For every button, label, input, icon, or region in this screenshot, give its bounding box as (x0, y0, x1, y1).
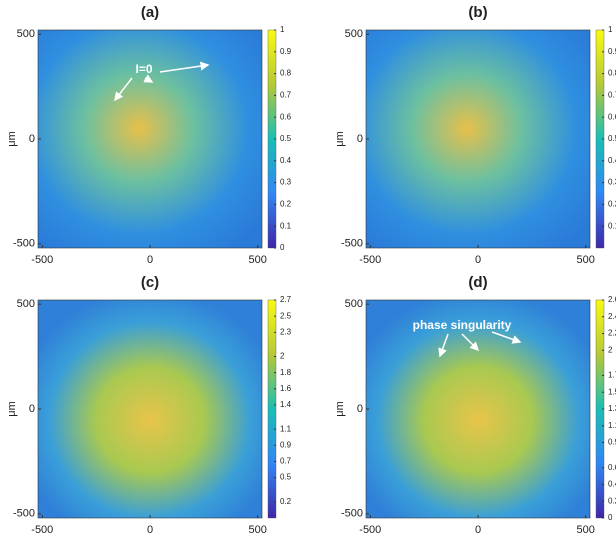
panel-title: (c) (141, 274, 159, 291)
image (366, 30, 590, 248)
colorbar-tick-label: 0.9 (608, 438, 616, 447)
colorbar-tick-label: 0 (608, 513, 613, 522)
x-tick-label: 0 (147, 524, 153, 536)
y-tick-label: 500 (17, 28, 35, 40)
y-tick-label: 500 (17, 298, 35, 310)
x-tick-label: -500 (359, 254, 381, 266)
colorbar-tick-label: 1.5 (608, 387, 616, 396)
colorbar-tick-label: 0.3 (608, 178, 616, 187)
colorbar-tick-label: 2.6 (608, 295, 616, 304)
colorbar-tick-label: 0.5 (280, 473, 292, 482)
colorbar-tick-label: 0 (280, 243, 285, 252)
colorbar-tick-label: 0.3 (280, 178, 292, 187)
y-tick-label: -500 (13, 508, 35, 520)
image (38, 300, 262, 518)
colorbar-tick-label: 0.9 (280, 47, 292, 56)
y-tick-label: 0 (357, 403, 363, 415)
y-tick-label: 0 (29, 133, 35, 145)
annotation: phase singularity (413, 318, 512, 332)
colorbar-tick-label: 0.9 (280, 440, 292, 449)
x-tick-label: -500 (31, 254, 53, 266)
colorbar-tick-label: 1.1 (608, 421, 616, 430)
colorbar-tick-label: 0.2 (280, 200, 292, 209)
y-tick-label: 0 (357, 133, 363, 145)
y-tick-label: -500 (13, 238, 35, 250)
colorbar-tick-label: 0.7 (608, 91, 616, 100)
colorbar-tick-label: 0.4 (280, 156, 292, 165)
colorbar-tick-label: 0.2 (280, 497, 292, 506)
colorbar-tick-label: 0.9 (608, 47, 616, 56)
colorbar-tick-label: 0.8 (608, 69, 616, 78)
y-tick-label: -500 (341, 238, 363, 250)
colorbar-tick-label: 1.7 (608, 371, 616, 380)
panel-title: (d) (468, 274, 487, 291)
colorbar-tick-label: 1.4 (280, 400, 292, 409)
colorbar-tick-label: 0.6 (608, 112, 616, 121)
colorbar-tick-label: 1 (608, 25, 613, 34)
x-tick-label: 500 (249, 254, 267, 266)
colorbar-tick-label: 2.5 (280, 311, 292, 320)
colorbar-tick-label: 0.4 (608, 480, 616, 489)
colorbar-tick-label: 1.6 (280, 384, 292, 393)
colorbar-tick-label: 2.7 (280, 295, 292, 304)
colorbar-tick-label: 1 (280, 25, 285, 34)
colorbar-tick-label: 0.4 (608, 156, 616, 165)
x-tick-label: 0 (147, 254, 153, 266)
x-tick-label: 0 (475, 524, 481, 536)
x-tick-label: 500 (577, 254, 595, 266)
colorbar-tick-label: 0.1 (608, 221, 616, 230)
y-axis-label: μm (334, 131, 346, 147)
colorbar-tick-label: 0.1 (280, 221, 292, 230)
x-tick-label: 0 (475, 254, 481, 266)
colorbar-tick-label: 0.2 (608, 200, 616, 209)
colorbar-tick-label: 1.1 (280, 424, 292, 433)
x-tick-label: -500 (31, 524, 53, 536)
x-tick-label: 500 (577, 524, 595, 536)
colorbar-tick-label: 2 (280, 352, 285, 361)
colorbar-tick-label: 2.2 (608, 329, 616, 338)
x-tick-label: -500 (359, 524, 381, 536)
y-tick-label: -500 (341, 508, 363, 520)
colorbar-tick-label: 0.2 (608, 496, 616, 505)
colorbar-tick-label: 1.8 (280, 368, 292, 377)
colorbar-tick-label: 0.5 (280, 134, 292, 143)
y-tick-label: 0 (29, 403, 35, 415)
y-tick-label: 500 (345, 298, 363, 310)
panel-title: (b) (468, 4, 487, 21)
figure: (a) μm -500 0 500 -500 0 500 0 0.1 0.2 0.3 0.4 0.5 0.6… (0, 0, 616, 548)
annotation: I=0 (135, 62, 152, 76)
y-tick-label: 500 (345, 28, 363, 40)
colorbar-tick-label: 0.6 (608, 463, 616, 472)
y-axis-label: μm (334, 401, 346, 417)
image (366, 300, 590, 518)
colorbar-tick-label: 2 (608, 345, 613, 354)
colorbar-tick-label: 1.3 (608, 404, 616, 413)
y-axis-label: μm (6, 131, 18, 147)
colorbar-tick-label: 2.3 (280, 327, 292, 336)
colorbar-tick-label: 0.7 (280, 457, 292, 466)
colorbar-tick-label: 2.4 (608, 312, 616, 321)
colorbar-tick-label: 0.6 (280, 112, 292, 121)
panel-title: (a) (141, 4, 159, 21)
colorbar-tick-label: 0.5 (608, 134, 616, 143)
x-tick-label: 500 (249, 524, 267, 536)
y-axis-label: μm (6, 401, 18, 417)
colorbar-tick-label: 0.8 (280, 69, 292, 78)
colorbar-tick-label: 0.7 (280, 91, 292, 100)
